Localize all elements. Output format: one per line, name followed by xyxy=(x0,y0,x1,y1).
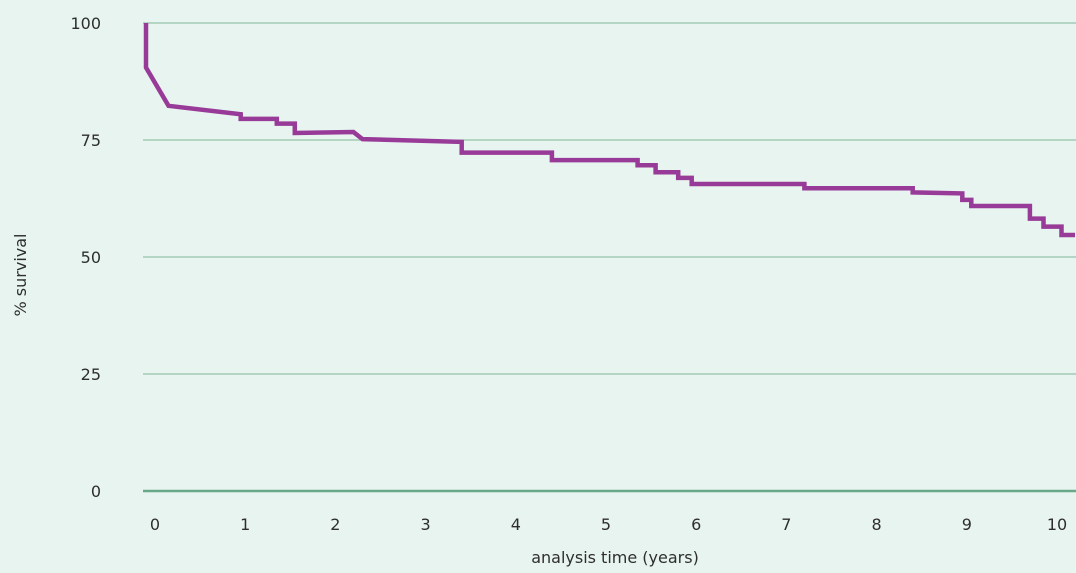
survival-curve xyxy=(143,23,1075,238)
x-tick-label: 7 xyxy=(781,515,791,534)
x-tick-label: 8 xyxy=(872,515,882,534)
x-tick-label: 3 xyxy=(421,515,431,534)
y-tick-label: 50 xyxy=(81,248,101,267)
x-tick-label: 10 xyxy=(1047,515,1067,534)
x-tick-labels: 0 1 2 3 4 5 6 7 8 9 10 xyxy=(150,515,1067,534)
x-axis-label: analysis time (years) xyxy=(531,548,699,567)
y-tick-label: 25 xyxy=(81,365,101,384)
x-tick-label: 5 xyxy=(601,515,611,534)
x-tick-label: 4 xyxy=(511,515,521,534)
series-layer xyxy=(143,23,1075,238)
x-tick-label: 6 xyxy=(691,515,701,534)
y-tick-label: 0 xyxy=(91,482,101,501)
y-axis-label: % survival xyxy=(11,234,30,317)
x-tick-label: 2 xyxy=(330,515,340,534)
y-tick-labels: 0 25 50 75 100 xyxy=(70,14,101,501)
y-tick-label: 100 xyxy=(70,14,101,33)
x-tick-label: 9 xyxy=(962,515,972,534)
x-tick-label: 1 xyxy=(240,515,250,534)
x-tick-label: 0 xyxy=(150,515,160,534)
grid-lines xyxy=(143,22,1076,493)
y-tick-label: 75 xyxy=(81,131,101,150)
